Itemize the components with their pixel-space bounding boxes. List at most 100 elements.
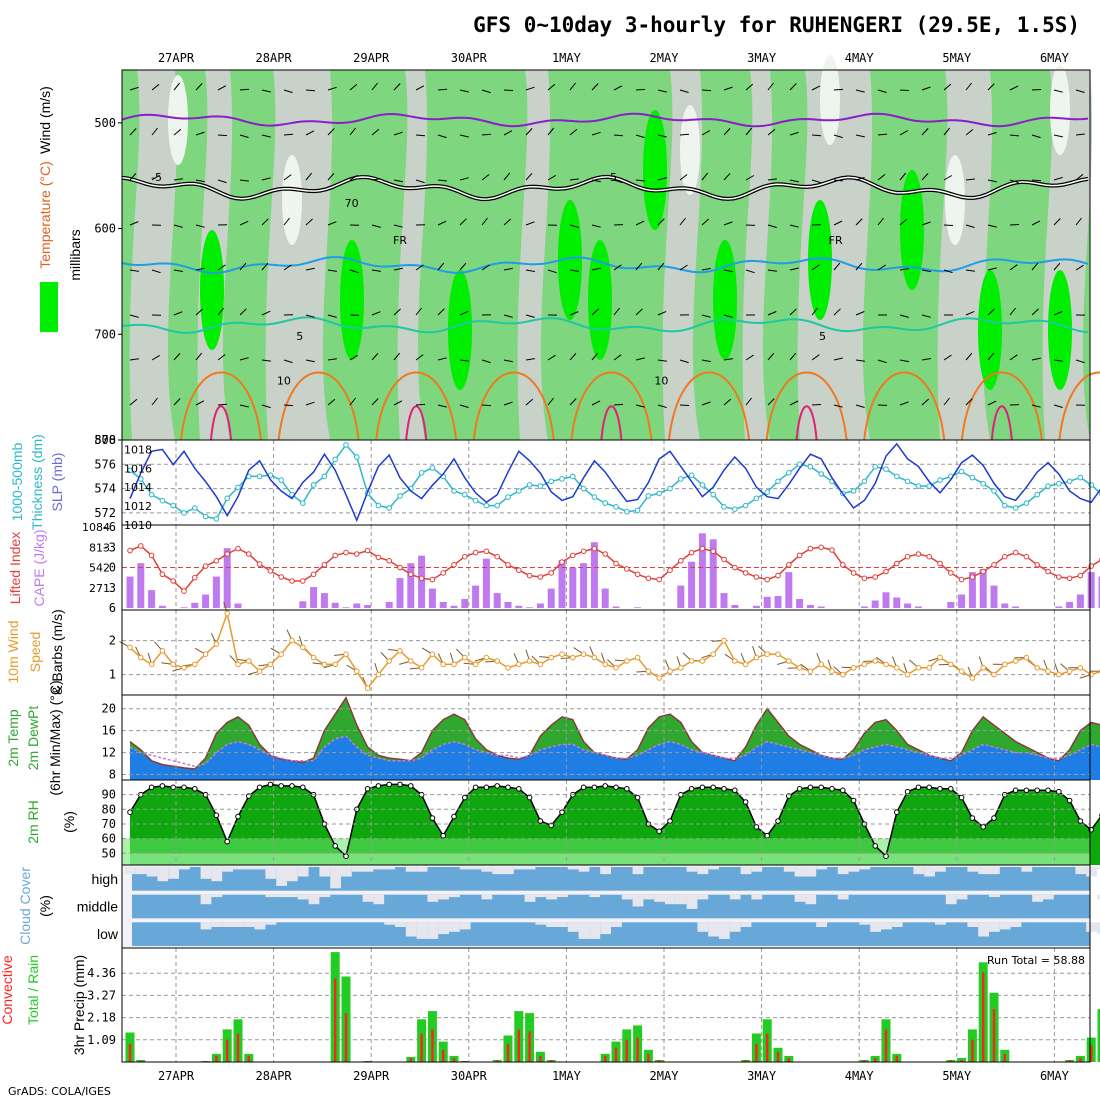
wind-barb [525,398,534,406]
wind-barb [371,178,381,181]
wind-barb [503,130,513,136]
wind10m-point [364,685,371,692]
wind-barb [195,400,205,406]
wind-barb [129,221,139,226]
cape-bar [428,588,436,608]
wind-barb [811,404,822,406]
lifted-index-point [1023,553,1030,560]
wind-barb [415,403,426,406]
wind-frame [121,609,1091,696]
wind-barb [877,133,888,136]
wind-barb [657,177,667,181]
cape-tick-label: 542 [89,562,110,575]
cloud-gap-middle [751,894,763,900]
rh2m-point [1012,787,1019,794]
wind-barb [767,178,777,181]
rh2m-point [170,784,176,791]
cloud-gap-high [513,867,525,870]
lifted-index-point [462,553,468,560]
cloud-gap-middle [589,894,601,898]
lifted-index-point [624,566,630,572]
wind-barb [745,354,754,361]
wind-barb [701,359,711,363]
wind-barb [525,128,533,136]
wind-barb [591,308,599,316]
wind-barb [899,172,907,181]
cape-bar [418,555,426,608]
wind10m-point [937,654,943,661]
cloud-gap-low [1086,922,1097,932]
ylabel-total-rain: Total / Rain [25,955,41,1025]
temp-contour-15 [863,371,946,441]
wind-barb [415,264,424,271]
precip-convective-bar [334,978,337,1062]
rh2m-tick-label: 80 [102,802,116,816]
wind-barb [657,310,667,316]
precip-frame [121,947,1091,1063]
wind-barb [811,264,820,271]
lifted-index-point [343,549,349,556]
cape-bar [212,576,220,608]
wind10m-point [948,661,954,668]
wind-barb [921,269,931,273]
wind-barb [1053,134,1063,138]
wind-barb [239,404,249,408]
wind-barb [635,262,643,271]
li-tick-label: -3 [102,540,116,554]
wind-barb [261,177,271,181]
cloud-gap-high [125,867,136,875]
thickness-point [937,477,943,483]
wind-barb [415,134,426,137]
thickness-point [613,504,619,510]
wind-barb [151,269,161,274]
thickness-point [418,470,425,476]
wind-barb [965,129,974,136]
precip-convective-bar [1090,1045,1093,1062]
wind-barb [217,307,224,316]
rh-legend-swatch [40,282,58,332]
li-tick-label: -6 [102,520,116,534]
wind-barb [151,127,158,136]
cape-tick-label: 813 [89,541,110,554]
precip-convective-bar [895,1055,898,1062]
cloud-gap-high [481,867,493,872]
wind-barb [217,179,227,184]
wind-barb [877,359,887,364]
wind-barb [349,269,359,274]
cape-bar [914,606,922,608]
cape-bar [1055,606,1063,608]
cloud-gap-high [524,867,536,870]
wind-barb [195,224,205,228]
rh2m-point [872,843,879,849]
li-tick-label: 3 [109,581,116,595]
cape-bar [439,602,447,608]
wind-barb [195,131,205,136]
cloud-gap-high [211,867,223,882]
wind10m-point [624,658,630,664]
precip-convective-bar [420,1033,423,1062]
precip-total-bar [1097,1009,1100,1062]
wind-barb [1075,89,1085,93]
precip-convective-bar [431,1029,434,1062]
wind-barb [943,269,953,274]
cape-bar [320,593,328,608]
lifted-index-point [894,560,900,567]
wind10m-point [818,661,825,668]
thickness-point [397,493,403,499]
wind-barb [525,314,535,318]
cloud-gap-high [341,867,352,877]
rh-dry-region [397,70,428,440]
wind-barb [261,310,271,316]
slp-tick-label: 1014 [124,481,152,494]
date-label-top: 6MAY [1040,51,1070,65]
wind10m-point [807,668,814,675]
slp-tick-label: 1018 [124,443,152,456]
lifted-index-point [883,568,889,575]
rh-moist-region [448,270,472,390]
wind10m-point [656,675,663,681]
thickness-point [904,478,911,485]
ylabel-speed: Speed [27,632,43,672]
thickness-point [1045,483,1051,489]
thickness-point [170,502,176,509]
wind-barb [437,357,447,361]
